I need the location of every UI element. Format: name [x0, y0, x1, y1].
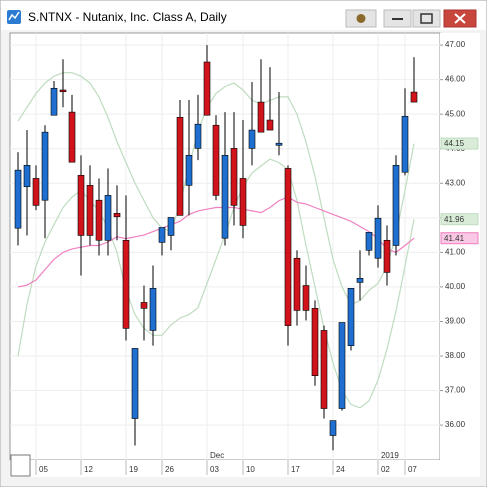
last-value-label: 41.96 [444, 215, 465, 224]
corner-box[interactable] [10, 454, 31, 477]
candle-body [338, 322, 346, 409]
y-tick-label: 39.00 [445, 317, 466, 326]
x-tick-label: 26 [165, 465, 174, 474]
x-tick-label: 05 [39, 465, 48, 474]
candle-body [392, 165, 400, 246]
candle-body [248, 129, 256, 149]
x-tick-label: 12 [84, 465, 93, 474]
last-value-label: 44.15 [444, 139, 465, 148]
candle-body [14, 169, 22, 229]
candle-body [293, 257, 301, 311]
x-tick-label: 10 [246, 465, 255, 474]
close-glyph [454, 13, 466, 24]
candle-body [356, 277, 364, 283]
last-value-label: 41.41 [444, 234, 465, 243]
candle-body [176, 116, 184, 216]
candle-body [257, 101, 265, 133]
candle-body [383, 239, 391, 273]
candle-body [23, 165, 31, 188]
y-tick-label: 38.00 [445, 351, 466, 360]
x-tick-label: 07 [408, 465, 417, 474]
x-tick-label: 17 [291, 465, 300, 474]
candle-body [401, 115, 409, 173]
y-tick-label: 36.00 [445, 420, 466, 429]
candle-body [104, 195, 112, 241]
candle-body [230, 148, 238, 206]
period-label: Dec [210, 451, 224, 460]
indicator-line [17, 196, 415, 288]
y-tick-label: 41.00 [445, 247, 466, 256]
last-value-tag [440, 232, 479, 245]
candle-body [221, 154, 229, 239]
y-tick-label: 43.00 [445, 178, 466, 187]
candle-body [329, 420, 337, 436]
candle-body [320, 330, 328, 409]
x-tick-label: 02 [381, 465, 390, 474]
candle-body [374, 217, 382, 259]
candle-body [365, 232, 373, 251]
candle-body [194, 123, 202, 149]
candle-body [167, 217, 175, 236]
candle-body [239, 178, 247, 226]
candle-body [284, 168, 292, 326]
candle-body [347, 288, 355, 346]
chart-title: S.NTNX - Nutanix, Inc. Class A, Daily [28, 10, 227, 24]
y-tick-label: 47.00 [445, 40, 466, 49]
y-tick-label: 40.00 [445, 282, 466, 291]
period-label: 2019 [381, 451, 399, 460]
candle-body [212, 124, 220, 196]
candle-body [50, 87, 58, 116]
candle-body [77, 175, 85, 236]
candle-body [131, 348, 139, 419]
candle-body [185, 154, 193, 186]
candle-body [266, 119, 274, 131]
link-dot [356, 14, 366, 23]
candle-body [95, 199, 103, 241]
x-tick-label: 03 [210, 465, 219, 474]
y-axis-area [440, 33, 480, 460]
x-tick-label: 19 [129, 465, 138, 474]
candle-body [68, 111, 76, 163]
app-icon-glyph [8, 11, 20, 21]
candle-body [410, 91, 418, 103]
candle-body [122, 239, 130, 329]
candle-body [140, 302, 148, 309]
y-tick-label: 46.00 [445, 75, 466, 84]
y-tick-label: 45.00 [445, 109, 466, 118]
candle-body [59, 89, 67, 93]
maximize-glyph [420, 13, 433, 24]
x-axis-area [10, 460, 480, 477]
candle-body [32, 178, 40, 206]
candle-body [311, 308, 319, 377]
x-tick-label: 24 [336, 465, 345, 474]
candle-body [302, 285, 310, 311]
y-tick-label: 37.00 [445, 386, 466, 395]
last-value-tag [440, 137, 479, 150]
candle-body [275, 142, 283, 146]
candle-body [113, 213, 121, 218]
candle-body [41, 131, 49, 201]
candle-body [203, 61, 211, 116]
candle-body [149, 288, 157, 331]
candle-body [158, 227, 166, 243]
last-value-tag [440, 213, 479, 226]
maximize-button[interactable] [412, 9, 441, 28]
candle-body [86, 185, 94, 236]
